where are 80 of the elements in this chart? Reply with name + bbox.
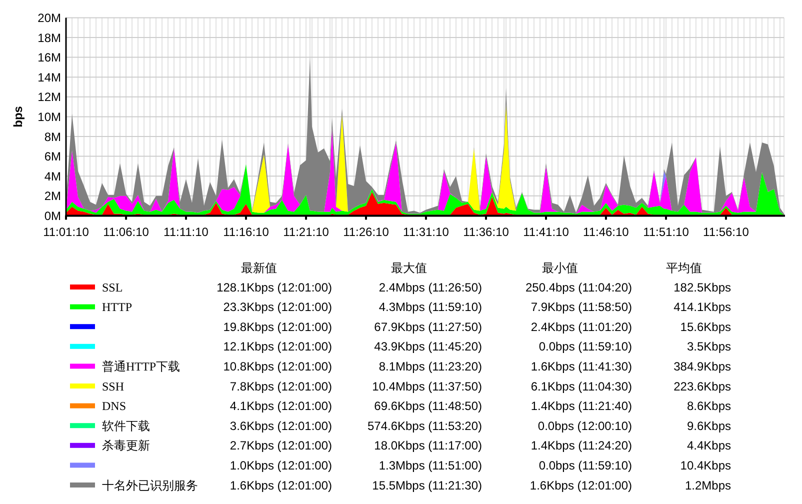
- x-tick-label: 11:31:10: [403, 225, 450, 239]
- x-tick-label: 11:36:10: [463, 225, 510, 239]
- text: 574.6Kbps (11:53:20): [367, 418, 482, 433]
- text: 182.5Kbps: [674, 280, 731, 294]
- legend-label: SSL: [102, 280, 123, 294]
- text: 128.1Kbps (12:01:00): [216, 280, 332, 294]
- text: 10.8Kbps (12:01:00): [223, 360, 332, 374]
- text: 4.4Kbps: [686, 438, 731, 453]
- text: 43.9Kbps (11:45:20): [374, 340, 482, 354]
- y-axis-title: bps: [11, 106, 25, 128]
- x-tick-label: 11:11:10: [164, 225, 209, 239]
- text: 2.4Kbps (11:01:20): [530, 320, 632, 334]
- text: 9.6Kbps: [686, 418, 731, 433]
- y-tick-label: 2M: [44, 189, 61, 204]
- y-tick-label: 16M: [38, 50, 62, 65]
- x-tick-label: 11:16:10: [223, 225, 270, 239]
- y-tick-label: 6M: [44, 150, 61, 164]
- text: 8.6Kbps: [686, 399, 731, 414]
- text: 69.6Kbps (11:48:50): [374, 399, 482, 414]
- text: 平均值: [666, 261, 702, 275]
- text: 7.8Kbps (12:01:00): [230, 379, 332, 394]
- text: 0.0bps (11:59:10): [538, 340, 632, 354]
- y-tick-label: 12M: [38, 90, 62, 104]
- text: 414.1Kbps: [674, 300, 731, 314]
- text: 7.9Kbps (11:58:50): [530, 300, 632, 314]
- text: 250.4bps (11:04:20): [525, 280, 632, 294]
- text: 1.6Kbps (12:01:00): [530, 478, 632, 492]
- x-tick-label: 11:01:10: [43, 225, 90, 239]
- text: 1.3Mbps (11:51:00): [378, 458, 482, 472]
- text: 1.2Mbps: [684, 478, 731, 492]
- text: 4.1Kbps (12:01:00): [230, 399, 332, 414]
- x-tick-label: 11:46:10: [583, 225, 630, 239]
- text: 最大值: [391, 261, 427, 275]
- y-tick-label: 14M: [38, 70, 62, 84]
- text: 18.0Kbps (11:17:00): [374, 438, 482, 453]
- x-tick-label: 11:26:10: [343, 225, 390, 239]
- x-tick-label: 11:51:10: [643, 225, 690, 239]
- text: 0.0bps (12:00:10): [538, 418, 632, 433]
- text: 2.4Mbps (11:26:50): [378, 280, 482, 294]
- legend-label: DNS: [102, 399, 126, 414]
- legend-label: 杀毒更新: [102, 438, 150, 453]
- text: 12.1Kbps (12:01:00): [223, 340, 332, 354]
- text: 3.5Kbps: [686, 340, 731, 354]
- y-tick-label: 20M: [38, 11, 62, 25]
- y-tick-label: 10M: [38, 110, 62, 124]
- text: 10.4Kbps: [680, 458, 731, 472]
- text: 1.0Kbps (12:01:00): [230, 458, 332, 472]
- x-tick-label: 11:41:10: [523, 225, 570, 239]
- y-tick-label: 8M: [44, 130, 61, 144]
- text: 8.1Mbps (11:23:20): [378, 360, 482, 374]
- text: 6.1Kbps (11:04:30): [530, 379, 632, 394]
- text: 0.0bps (11:59:10): [538, 458, 632, 472]
- text: 2.7Kbps (12:01:00): [230, 438, 332, 453]
- text: 10.4Mbps (11:37:50): [372, 379, 482, 394]
- x-tick-label: 11:21:10: [283, 225, 330, 239]
- text: 23.3Kbps (12:01:00): [223, 300, 332, 314]
- legend-label: SSH: [102, 379, 124, 394]
- text: 1.4Kbps (11:24:20): [530, 438, 632, 453]
- legend-label: 普通HTTP下载: [102, 360, 180, 374]
- text: 1.6Kbps (12:01:00): [230, 478, 332, 492]
- y-tick-label: 0M: [44, 209, 61, 223]
- text: 1.4Kbps (11:21:40): [530, 399, 632, 414]
- legend-label: HTTP: [102, 300, 132, 314]
- text: 15.5Mbps (11:21:30): [372, 478, 482, 492]
- text: 15.6Kbps: [680, 320, 731, 334]
- text: 最小值: [542, 261, 578, 275]
- text: 67.9Kbps (11:27:50): [374, 320, 482, 334]
- legend-label: 十名外已识别服务: [102, 478, 198, 492]
- text: 223.6Kbps: [674, 379, 731, 394]
- x-tick-label: 11:06:10: [103, 225, 150, 239]
- text: 4.3Mbps (11:59:10): [378, 300, 482, 314]
- text: 19.8Kbps (12:01:00): [223, 320, 332, 334]
- legend-label: 软件下载: [102, 418, 150, 433]
- text: 384.9Kbps: [674, 360, 731, 374]
- text: 3.6Kbps (12:01:00): [230, 418, 332, 433]
- text: 最新值: [241, 261, 277, 275]
- text: 1.6Kbps (11:41:30): [530, 360, 632, 374]
- y-tick-label: 18M: [38, 30, 62, 45]
- y-tick-label: 4M: [44, 169, 61, 184]
- x-tick-label: 11:56:10: [703, 225, 750, 239]
